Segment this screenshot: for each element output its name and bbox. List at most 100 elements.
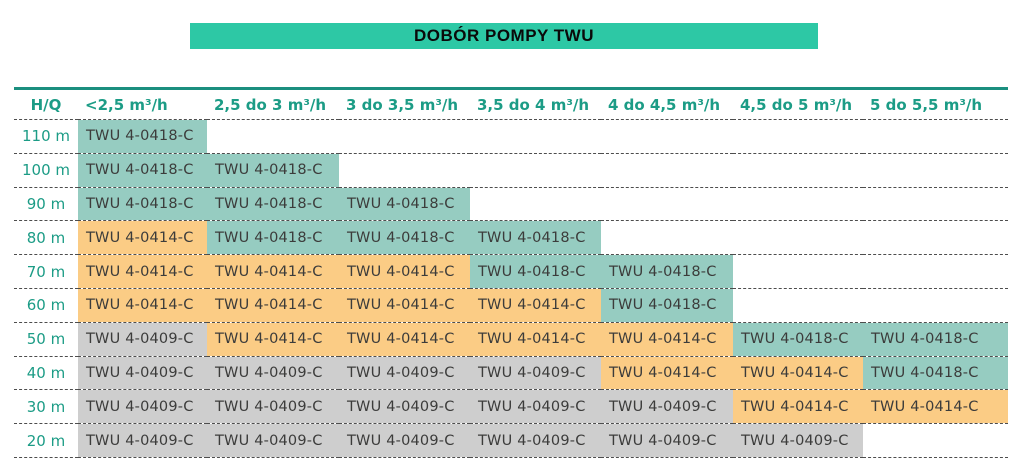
pump-model-cell: TWU 4-0414-C (339, 322, 470, 357)
pump-model-cell: TWU 4-0414-C (601, 322, 733, 357)
pump-selection-table: H/Q <2,5 m³/h 2,5 do 3 m³/h 3 do 3,5 m³/h 3,… (14, 87, 1008, 458)
pump-model-cell: TWU 4-0418-C (78, 119, 207, 154)
pump-model-cell: TWU 4-0409-C (207, 389, 339, 425)
empty-cell (601, 220, 733, 256)
pump-model-cell: TWU 4-0414-C (339, 254, 470, 289)
pump-model-cell: TWU 4-0418-C (207, 187, 339, 222)
empty-cell (733, 119, 863, 154)
row-label-head: 90 m (14, 187, 78, 222)
empty-cell (863, 153, 1008, 188)
column-header-flow-range: 4 do 4,5 m³/h (601, 88, 733, 120)
corner-header-hq: H/Q (14, 88, 78, 120)
empty-cell (863, 187, 1008, 222)
pump-table: H/Q <2,5 m³/h 2,5 do 3 m³/h 3 do 3,5 m³/h 3,… (14, 87, 1008, 458)
row-label-head: 110 m (14, 119, 78, 154)
table-row: 60 m TWU 4-0414-C TWU 4-0414-C TWU 4-0414-C… (14, 288, 1008, 323)
page-title: DOBÓR POMPY TWU (413, 26, 595, 45)
empty-cell (470, 119, 601, 154)
column-header-flow-range: 4,5 do 5 m³/h (733, 88, 863, 120)
pump-model-cell: TWU 4-0414-C (339, 288, 470, 323)
pump-model-cell: TWU 4-0418-C (733, 322, 863, 357)
pump-model-cell: TWU 4-0418-C (339, 220, 470, 256)
row-label-head: 80 m (14, 220, 78, 256)
pump-model-cell: TWU 4-0409-C (78, 423, 207, 458)
row-label-head: 70 m (14, 254, 78, 289)
pump-model-cell: TWU 4-0409-C (78, 389, 207, 425)
pump-model-cell: TWU 4-0409-C (601, 423, 733, 458)
pump-model-cell: TWU 4-0418-C (863, 322, 1008, 357)
pump-model-cell: TWU 4-0418-C (207, 220, 339, 256)
pump-model-cell: TWU 4-0409-C (601, 389, 733, 425)
column-header-flow-range: 3 do 3,5 m³/h (339, 88, 470, 120)
table-row: 30 m TWU 4-0409-C TWU 4-0409-C TWU 4-0409-C… (14, 389, 1008, 425)
pump-model-cell: TWU 4-0418-C (78, 153, 207, 188)
pump-model-cell: TWU 4-0418-C (470, 220, 601, 256)
pump-model-cell: TWU 4-0409-C (470, 423, 601, 458)
empty-cell (339, 119, 470, 154)
empty-cell (339, 153, 470, 188)
empty-cell (863, 288, 1008, 323)
pump-model-cell: TWU 4-0414-C (207, 288, 339, 323)
table-row: 50 m TWU 4-0409-C TWU 4-0414-C TWU 4-0414-C… (14, 322, 1008, 357)
row-label-head: 40 m (14, 356, 78, 391)
pump-model-cell: TWU 4-0418-C (339, 187, 470, 222)
pump-model-cell: TWU 4-0414-C (733, 389, 863, 425)
pump-model-cell: TWU 4-0418-C (601, 254, 733, 289)
empty-cell (601, 153, 733, 188)
pump-model-cell: TWU 4-0418-C (863, 356, 1008, 391)
pump-model-cell: TWU 4-0418-C (78, 187, 207, 222)
table-header-row: H/Q <2,5 m³/h 2,5 do 3 m³/h 3 do 3,5 m³/h 3,… (14, 88, 1008, 120)
pump-model-cell: TWU 4-0409-C (339, 423, 470, 458)
pump-model-cell: TWU 4-0414-C (78, 220, 207, 256)
empty-cell (470, 153, 601, 188)
empty-cell (601, 187, 733, 222)
empty-cell (863, 220, 1008, 256)
row-label-head: 100 m (14, 153, 78, 188)
empty-cell (733, 187, 863, 222)
column-header-flow-range: 3,5 do 4 m³/h (470, 88, 601, 120)
column-header-flow-range: 5 do 5,5 m³/h (863, 88, 1008, 120)
pump-model-cell: TWU 4-0418-C (601, 288, 733, 323)
empty-cell (733, 220, 863, 256)
pump-model-cell: TWU 4-0409-C (207, 423, 339, 458)
column-header-flow-range: <2,5 m³/h (78, 88, 207, 120)
table-row: 100 m TWU 4-0418-C TWU 4-0418-C (14, 153, 1008, 188)
table-row: 20 m TWU 4-0409-C TWU 4-0409-C TWU 4-0409-C… (14, 423, 1008, 458)
empty-cell (863, 423, 1008, 458)
row-label-head: 60 m (14, 288, 78, 323)
row-label-head: 20 m (14, 423, 78, 458)
pump-model-cell: TWU 4-0414-C (207, 322, 339, 357)
pump-model-cell: TWU 4-0414-C (863, 389, 1008, 425)
pump-model-cell: TWU 4-0409-C (207, 356, 339, 391)
pump-model-cell: TWU 4-0414-C (733, 356, 863, 391)
pump-model-cell: TWU 4-0414-C (207, 254, 339, 289)
pump-model-cell: TWU 4-0414-C (470, 288, 601, 323)
pump-model-cell: TWU 4-0409-C (339, 389, 470, 425)
table-row: 90 m TWU 4-0418-C TWU 4-0418-C TWU 4-0418-C (14, 187, 1008, 222)
empty-cell (863, 119, 1008, 154)
empty-cell (733, 153, 863, 188)
column-header-flow-range: 2,5 do 3 m³/h (207, 88, 339, 120)
table-row: 110 m TWU 4-0418-C (14, 119, 1008, 154)
pump-model-cell: TWU 4-0414-C (601, 356, 733, 391)
table-row: 70 m TWU 4-0414-C TWU 4-0414-C TWU 4-0414-C… (14, 254, 1008, 289)
empty-cell (733, 254, 863, 289)
empty-cell (601, 119, 733, 154)
pump-model-cell: TWU 4-0409-C (339, 356, 470, 391)
pump-model-cell: TWU 4-0418-C (207, 153, 339, 188)
pump-model-cell: TWU 4-0414-C (78, 288, 207, 323)
pump-model-cell: TWU 4-0418-C (470, 254, 601, 289)
empty-cell (470, 187, 601, 222)
title-banner: DOBÓR POMPY TWU (190, 23, 818, 49)
table-row: 80 m TWU 4-0414-C TWU 4-0418-C TWU 4-0418-C… (14, 220, 1008, 256)
empty-cell (207, 119, 339, 154)
pump-model-cell: TWU 4-0409-C (470, 356, 601, 391)
empty-cell (733, 288, 863, 323)
pump-model-cell: TWU 4-0414-C (470, 322, 601, 357)
pump-model-cell: TWU 4-0409-C (733, 423, 863, 458)
pump-model-cell: TWU 4-0409-C (78, 356, 207, 391)
row-label-head: 30 m (14, 389, 78, 425)
empty-cell (863, 254, 1008, 289)
pump-model-cell: TWU 4-0409-C (78, 322, 207, 357)
pump-model-cell: TWU 4-0414-C (78, 254, 207, 289)
